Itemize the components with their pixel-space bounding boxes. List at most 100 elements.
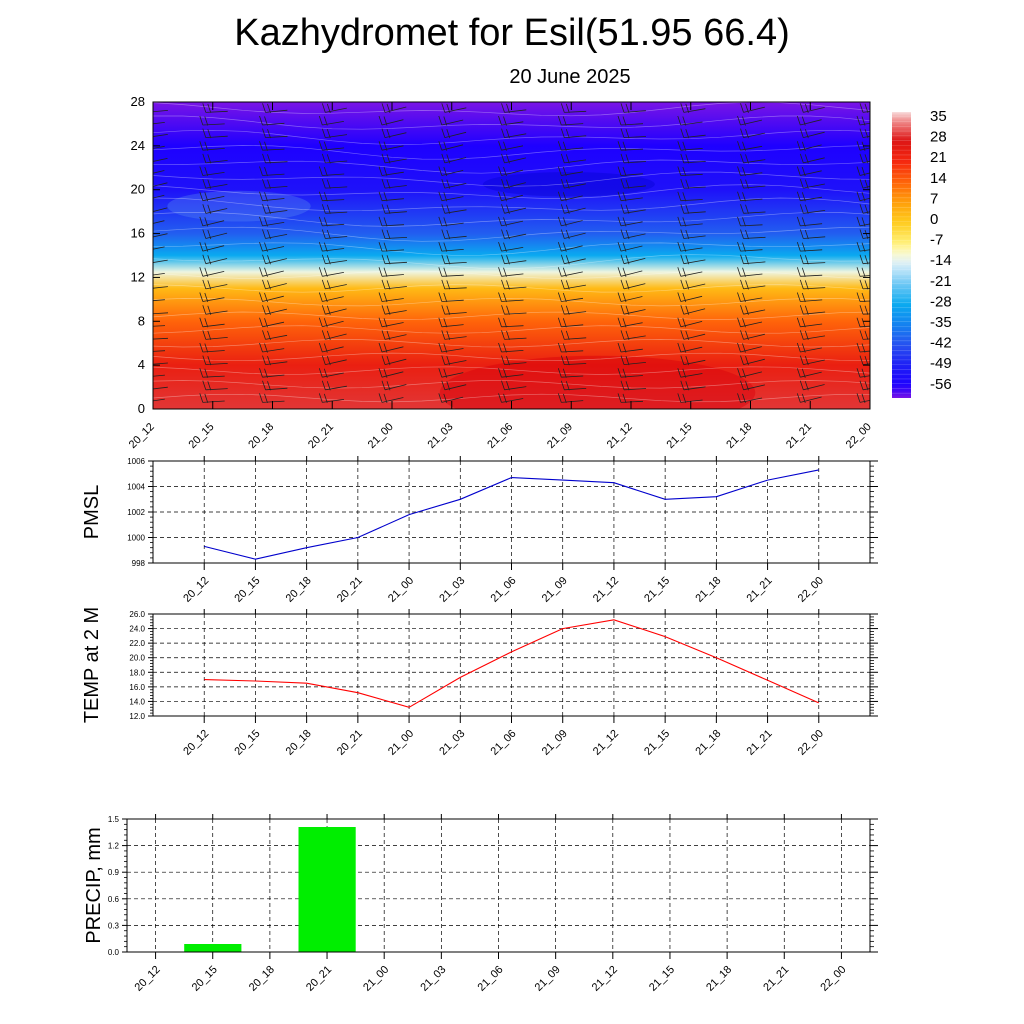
x-tick-label: 21_00 — [366, 421, 396, 451]
wind-barb — [259, 115, 285, 126]
wind-barb — [799, 229, 826, 240]
wind-barb — [318, 393, 345, 404]
wind-barb — [321, 330, 347, 341]
wind-barb — [560, 355, 587, 366]
wind-barb — [677, 267, 703, 277]
colorbar-label: 28 — [930, 129, 947, 146]
x-tick-label: 20_15 — [187, 421, 217, 451]
wind-barb — [617, 115, 644, 126]
wind-barb — [153, 398, 165, 402]
wind-barb — [501, 254, 527, 265]
wind-barb — [680, 330, 706, 341]
wind-barb — [677, 317, 703, 328]
wind-barb — [859, 380, 870, 391]
temperature-wind-cross-section: 0 4 8 12 16 20 24 28 20_12 20_15 20_18 20_21 21_00 21… — [127, 94, 874, 451]
wind-barb — [557, 368, 584, 378]
wind-barb — [560, 380, 587, 391]
chart-subtitle: 20 June 2025 — [509, 66, 631, 88]
wind-barb — [259, 267, 284, 277]
wind-barb — [199, 342, 225, 353]
x-tick-label: 22_00 — [844, 421, 874, 451]
wind-barb — [557, 191, 583, 202]
wind-barb — [199, 393, 225, 404]
wind-barb — [381, 330, 407, 341]
wind-barb — [617, 393, 644, 404]
wind-barb — [199, 317, 225, 328]
wind-barb — [856, 342, 870, 353]
y-tick-label: 14.0 — [129, 697, 145, 706]
wind-barb — [498, 191, 523, 202]
y-tick-label: 0 — [138, 401, 145, 416]
x-tick-label: 21_03 — [437, 575, 467, 605]
wind-barb — [378, 368, 404, 378]
wind-barb — [557, 166, 583, 177]
precip-bar — [184, 944, 242, 952]
wind-barb — [321, 305, 347, 315]
wind-barb — [737, 241, 763, 252]
wind-barb — [438, 191, 464, 202]
wind-barb — [796, 292, 823, 303]
wind-barb — [617, 191, 643, 202]
wind-barb — [378, 141, 404, 151]
wind-barb — [796, 267, 823, 277]
wind-barb — [620, 279, 646, 290]
wind-barb — [680, 103, 706, 114]
wind-barb — [381, 229, 408, 240]
wind-barb — [796, 393, 822, 404]
x-tick-label: 21_06 — [476, 964, 506, 994]
wind-barb — [620, 305, 646, 315]
wind-barb — [501, 305, 527, 315]
wind-barb — [378, 292, 404, 303]
wind-barb — [498, 342, 524, 353]
x-tick-label: 20_12 — [181, 575, 211, 605]
contour-line — [153, 184, 870, 199]
wind-barb — [441, 254, 467, 265]
colorbar-label: -14 — [930, 252, 952, 269]
wind-barb — [617, 368, 643, 378]
wind-barb — [262, 330, 288, 341]
wind-barb — [501, 229, 527, 240]
wind-barb — [259, 166, 285, 177]
wind-barb — [378, 267, 404, 277]
warm-core — [439, 355, 756, 409]
wind-barb — [799, 355, 825, 366]
x-tick-label: 21_21 — [761, 964, 791, 994]
wind-barb — [321, 153, 348, 164]
wind-barb — [498, 393, 524, 404]
precip-bar — [298, 827, 356, 952]
x-tick-label: 21_03 — [426, 421, 456, 451]
y-axis-label: TEMP at 2 M — [81, 607, 103, 723]
x-tick-label: 20_15 — [190, 964, 220, 994]
wind-barb — [498, 216, 524, 227]
wind-barb — [381, 128, 407, 139]
x-tick-label: 21_09 — [533, 964, 563, 994]
wind-barb — [856, 191, 870, 202]
wind-barb — [202, 204, 228, 214]
contour-line — [153, 380, 870, 389]
wind-barb — [259, 216, 285, 227]
contour-line — [153, 325, 870, 334]
wind-barb — [856, 368, 870, 378]
x-tick-label: 21_15 — [642, 728, 672, 758]
x-tick-label: 21_06 — [485, 421, 515, 451]
wind-barb — [199, 166, 225, 177]
x-tick-label: 20_21 — [335, 728, 365, 758]
wind-barb — [438, 267, 464, 277]
wind-barb — [501, 330, 527, 341]
wind-barb — [378, 166, 404, 177]
wind-barb — [153, 110, 168, 113]
contour-line — [153, 226, 870, 242]
wind-barb — [259, 317, 285, 328]
y-tick-label: 12.0 — [129, 712, 145, 721]
wind-barb — [796, 115, 822, 126]
wind-barb — [438, 166, 464, 177]
wind-barb — [560, 254, 586, 265]
wind-barb — [799, 380, 825, 391]
wind-barb — [617, 216, 643, 227]
wind-barb — [153, 337, 169, 340]
contour-line — [153, 366, 870, 375]
wind-barb — [259, 241, 285, 252]
wind-barb — [859, 355, 870, 366]
contour-line — [153, 197, 870, 212]
wind-barb — [856, 267, 870, 277]
